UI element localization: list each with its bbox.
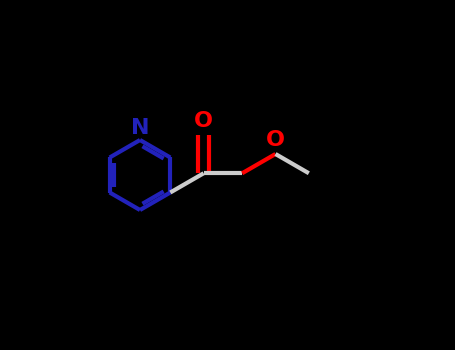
- Text: O: O: [266, 131, 285, 150]
- Text: N: N: [131, 118, 149, 138]
- Text: O: O: [194, 111, 213, 131]
